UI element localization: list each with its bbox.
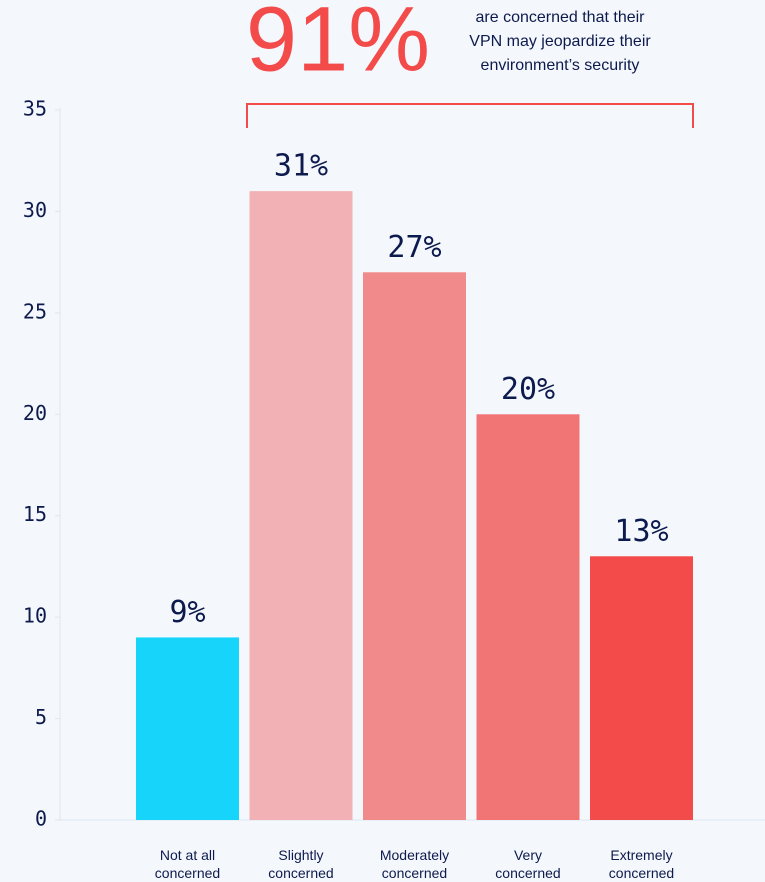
- y-tick-label: 0: [35, 807, 47, 831]
- value-label: 13%: [614, 514, 668, 549]
- bar: [136, 637, 239, 820]
- y-tick-label: 35: [23, 97, 47, 121]
- y-tick-label: 5: [35, 705, 47, 729]
- x-tick-label: Moderately concerned: [379, 847, 450, 881]
- value-label: 27%: [387, 230, 441, 265]
- value-label: 20%: [501, 372, 555, 407]
- bar: [476, 414, 580, 820]
- bar: [249, 191, 353, 821]
- bar: [590, 556, 693, 820]
- x-tick-label: Not at all concerned: [154, 847, 221, 881]
- headline: 91%: [246, 0, 430, 90]
- annotation-line: environment’s security: [481, 57, 640, 74]
- y-tick-label: 15: [23, 502, 47, 526]
- bar: [363, 272, 466, 820]
- value-label: 9%: [169, 595, 205, 630]
- annotation-line: VPN may jeopardize their: [469, 33, 651, 50]
- value-label: 31%: [274, 149, 328, 184]
- y-tick-label: 10: [23, 604, 47, 628]
- x-tick-label: Extremely concerned: [608, 847, 675, 881]
- bracket: [246, 103, 694, 128]
- y-tick-label: 20: [23, 401, 47, 425]
- annotation-line: are concerned that their: [476, 9, 646, 26]
- y-tick-label: 25: [23, 299, 47, 323]
- x-tick-label: Slightly concerned: [268, 847, 334, 881]
- x-tick-label: Very concerned: [495, 847, 561, 881]
- y-tick-label: 30: [23, 198, 47, 222]
